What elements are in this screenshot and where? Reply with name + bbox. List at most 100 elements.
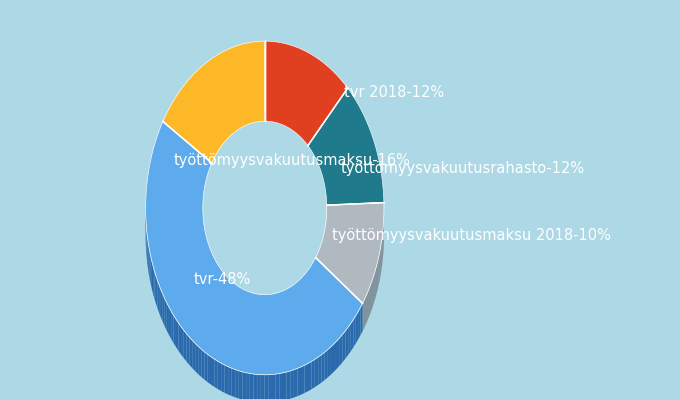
Polygon shape	[289, 287, 291, 316]
Text: tvr-48%: tvr-48%	[193, 272, 250, 287]
Text: tvr 2018-12%: tvr 2018-12%	[344, 85, 444, 100]
Polygon shape	[213, 255, 214, 285]
Polygon shape	[348, 324, 351, 355]
Polygon shape	[224, 273, 226, 303]
Polygon shape	[292, 284, 294, 313]
Polygon shape	[216, 262, 218, 292]
Polygon shape	[305, 364, 308, 393]
Polygon shape	[294, 283, 296, 312]
Polygon shape	[255, 294, 257, 322]
Polygon shape	[345, 327, 348, 358]
Polygon shape	[279, 373, 283, 400]
Polygon shape	[228, 278, 230, 308]
Polygon shape	[233, 283, 235, 312]
Polygon shape	[308, 362, 311, 391]
Polygon shape	[239, 371, 243, 400]
Polygon shape	[313, 260, 314, 290]
Polygon shape	[273, 294, 274, 322]
Polygon shape	[250, 374, 254, 400]
Polygon shape	[218, 361, 221, 391]
Polygon shape	[244, 290, 245, 318]
Polygon shape	[297, 367, 301, 396]
Polygon shape	[278, 292, 280, 320]
Polygon shape	[287, 371, 290, 400]
Polygon shape	[265, 295, 267, 322]
Polygon shape	[207, 241, 208, 271]
Polygon shape	[246, 373, 250, 400]
Polygon shape	[150, 159, 151, 192]
Polygon shape	[221, 270, 222, 299]
Polygon shape	[186, 334, 189, 365]
Polygon shape	[230, 280, 232, 309]
Polygon shape	[211, 357, 214, 387]
Polygon shape	[224, 365, 228, 394]
Polygon shape	[299, 278, 301, 308]
Polygon shape	[154, 271, 156, 304]
Polygon shape	[218, 266, 220, 296]
Polygon shape	[192, 340, 195, 371]
Polygon shape	[220, 268, 221, 298]
Polygon shape	[227, 277, 228, 306]
Polygon shape	[210, 248, 211, 278]
Polygon shape	[331, 344, 334, 374]
Polygon shape	[283, 372, 287, 400]
Polygon shape	[259, 294, 261, 322]
Polygon shape	[237, 285, 239, 314]
Polygon shape	[265, 375, 268, 400]
Polygon shape	[239, 286, 240, 316]
Polygon shape	[311, 264, 312, 294]
Polygon shape	[307, 270, 308, 300]
Polygon shape	[159, 285, 161, 318]
Polygon shape	[301, 277, 303, 306]
Polygon shape	[318, 355, 322, 385]
Polygon shape	[189, 337, 192, 368]
Polygon shape	[205, 352, 207, 382]
Polygon shape	[165, 298, 167, 331]
Polygon shape	[163, 294, 165, 326]
Polygon shape	[215, 260, 216, 290]
Polygon shape	[208, 243, 209, 274]
Polygon shape	[308, 88, 384, 205]
Polygon shape	[207, 354, 211, 385]
Polygon shape	[195, 343, 199, 374]
Polygon shape	[232, 368, 235, 397]
Polygon shape	[148, 241, 149, 274]
Polygon shape	[214, 359, 218, 389]
Polygon shape	[276, 293, 278, 321]
Polygon shape	[316, 202, 384, 303]
Polygon shape	[257, 294, 259, 322]
Polygon shape	[282, 290, 284, 319]
Polygon shape	[316, 202, 384, 303]
Polygon shape	[150, 251, 151, 284]
Polygon shape	[305, 272, 307, 301]
Polygon shape	[314, 258, 316, 288]
Polygon shape	[253, 293, 255, 322]
Polygon shape	[181, 327, 184, 358]
Polygon shape	[254, 374, 257, 400]
Polygon shape	[257, 374, 261, 400]
Polygon shape	[267, 294, 269, 322]
Polygon shape	[148, 169, 149, 202]
Polygon shape	[184, 330, 186, 362]
Polygon shape	[232, 281, 233, 310]
Text: työttömyysvakuutusmaksu-16%: työttömyysvakuutusmaksu-16%	[173, 153, 410, 168]
Polygon shape	[265, 41, 347, 146]
Polygon shape	[311, 359, 315, 389]
Polygon shape	[301, 365, 305, 395]
Polygon shape	[169, 307, 171, 339]
Polygon shape	[178, 323, 181, 354]
Polygon shape	[261, 294, 262, 322]
Polygon shape	[322, 352, 324, 382]
Polygon shape	[211, 253, 213, 283]
Polygon shape	[171, 311, 173, 343]
Polygon shape	[304, 274, 305, 303]
Polygon shape	[308, 88, 384, 205]
Polygon shape	[315, 357, 318, 387]
Polygon shape	[328, 347, 331, 377]
Polygon shape	[337, 338, 340, 368]
Polygon shape	[226, 275, 227, 304]
Polygon shape	[343, 331, 345, 362]
Polygon shape	[294, 368, 297, 398]
Polygon shape	[176, 319, 178, 351]
Polygon shape	[334, 341, 337, 372]
